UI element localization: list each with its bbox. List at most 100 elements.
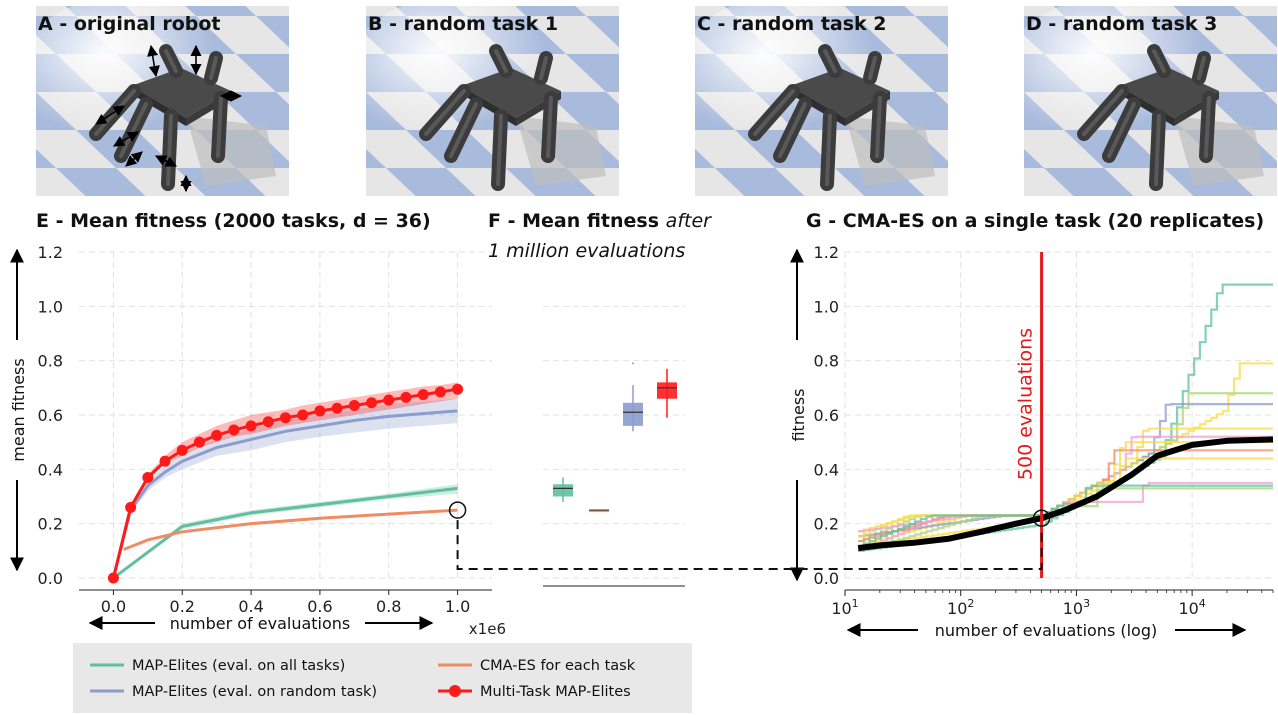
robot-leg-highlight	[496, 114, 503, 186]
robot-leg-highlight	[825, 114, 832, 186]
floor-tile	[0, 168, 36, 206]
robot-leg-highlight	[209, 56, 218, 80]
series-point	[107, 572, 119, 584]
floor-tile	[1044, 168, 1134, 196]
series-point	[176, 444, 188, 456]
legend-label: Multi-Task MAP-Elites	[480, 684, 631, 700]
series-1	[111, 398, 458, 579]
box-outlier	[632, 362, 634, 365]
robot-leg-highlight	[778, 102, 807, 158]
robot-panel-b: B - random task 1	[366, 6, 619, 196]
floor-tile	[236, 54, 289, 92]
floor-tile	[1024, 149, 1044, 168]
x-tick-label: 0.6	[307, 597, 332, 616]
robot-leg-highlight	[494, 49, 508, 73]
panel-scene-inner	[366, 6, 619, 196]
series-point	[142, 471, 154, 483]
floor-tile	[1173, 6, 1244, 16]
y-tick-label: 0.6	[38, 406, 63, 425]
robot-leg-highlight	[119, 102, 148, 158]
series-point	[331, 402, 343, 414]
y-tick-label: 1.0	[814, 297, 839, 316]
robot-leg-highlight	[1154, 114, 1161, 186]
robot-leg-highlight	[166, 114, 173, 186]
floor-tile	[566, 54, 619, 92]
robot-panel-c: C - random task 2	[695, 0, 1035, 196]
floor-tile	[875, 92, 948, 130]
series-point	[228, 424, 240, 436]
legend-box	[73, 643, 692, 713]
chart-f-title: F - Mean fitness after	[488, 210, 712, 232]
x-tick-label: 104	[1178, 597, 1205, 618]
box-body	[589, 510, 609, 513]
series-point	[193, 436, 205, 448]
y-tick-label: 0.4	[38, 460, 63, 479]
x-axis-label: number of evaluations (log)	[935, 621, 1158, 640]
series-point	[245, 420, 257, 432]
robot-shadow	[1174, 116, 1264, 186]
floor-tile	[895, 54, 948, 92]
series-band	[113, 484, 458, 578]
robot-leg-highlight	[546, 96, 553, 158]
box-1	[589, 509, 609, 513]
series-point	[366, 397, 378, 409]
floor-tile	[1264, 206, 1278, 244]
robot-leg-highlight	[1107, 102, 1136, 158]
series-0	[112, 484, 458, 580]
series-point	[280, 412, 291, 424]
robot-leg-highlight	[449, 102, 478, 158]
series-point	[417, 389, 429, 401]
y-axis-label: fitness	[789, 388, 808, 441]
panel-label: D - random task 3	[1026, 13, 1217, 35]
floor-tile	[935, 0, 1035, 16]
y-tick-label: 0.6	[814, 406, 839, 425]
floor-tile	[0, 0, 16, 16]
floor-tile	[366, 149, 386, 168]
floor-tile	[1224, 54, 1277, 92]
box-3	[657, 368, 677, 418]
chart-e-title: E - Mean fitness (2000 tasks, d = 36)	[36, 210, 431, 232]
box-body	[657, 382, 677, 399]
panel-scene	[1024, 6, 1278, 244]
robot-leg-highlight	[539, 56, 548, 80]
y-tick-label: 1.2	[38, 243, 63, 262]
series-band	[113, 398, 458, 578]
floor-tile	[695, 149, 715, 168]
y-tick-label: 1.2	[814, 243, 839, 262]
floor-tile	[915, 16, 948, 48]
floor-tile	[56, 168, 146, 196]
robot-leg-highlight	[753, 89, 795, 136]
robot-leg-highlight	[1082, 89, 1124, 136]
legend-label: MAP-Elites (eval. on random task)	[132, 684, 377, 700]
series-2	[123, 508, 458, 551]
y-tick-label: 0.2	[38, 515, 63, 534]
robot-shadow	[845, 116, 935, 186]
robot-leg-highlight	[823, 49, 837, 73]
chart-f-title-line2: 1 million evaluations	[488, 240, 685, 262]
legend-item-0: MAP-Elites (eval. on all tasks)	[90, 658, 345, 674]
robot-leg-highlight	[164, 49, 178, 73]
floor-tile	[515, 6, 586, 16]
y-tick-label: 0.0	[38, 569, 63, 588]
series-point	[452, 383, 464, 395]
robot-panel-d: D - random task 3	[1024, 6, 1278, 244]
series-point	[383, 394, 395, 406]
robot-leg-highlight	[1204, 96, 1211, 158]
box-0	[553, 477, 573, 502]
y-tick-label: 0.4	[814, 460, 839, 479]
annotation-circle	[1032, 509, 1051, 527]
legend-label: MAP-Elites (eval. on all tasks)	[132, 658, 345, 674]
floor-tile	[715, 168, 805, 196]
x-tick-label: 0.0	[101, 597, 126, 616]
y-tick-label: 0.8	[38, 352, 63, 371]
panel-scene-inner	[1024, 6, 1278, 244]
box-2	[623, 362, 643, 432]
robot-panel-a: A - original robot	[0, 0, 289, 206]
y-tick-label: 0.8	[814, 352, 839, 371]
series-point	[434, 386, 446, 398]
robot-leg-highlight	[875, 96, 882, 158]
floor-tile	[1204, 92, 1277, 130]
floor-tile	[586, 16, 619, 48]
x-tick-label: 0.8	[376, 597, 401, 616]
